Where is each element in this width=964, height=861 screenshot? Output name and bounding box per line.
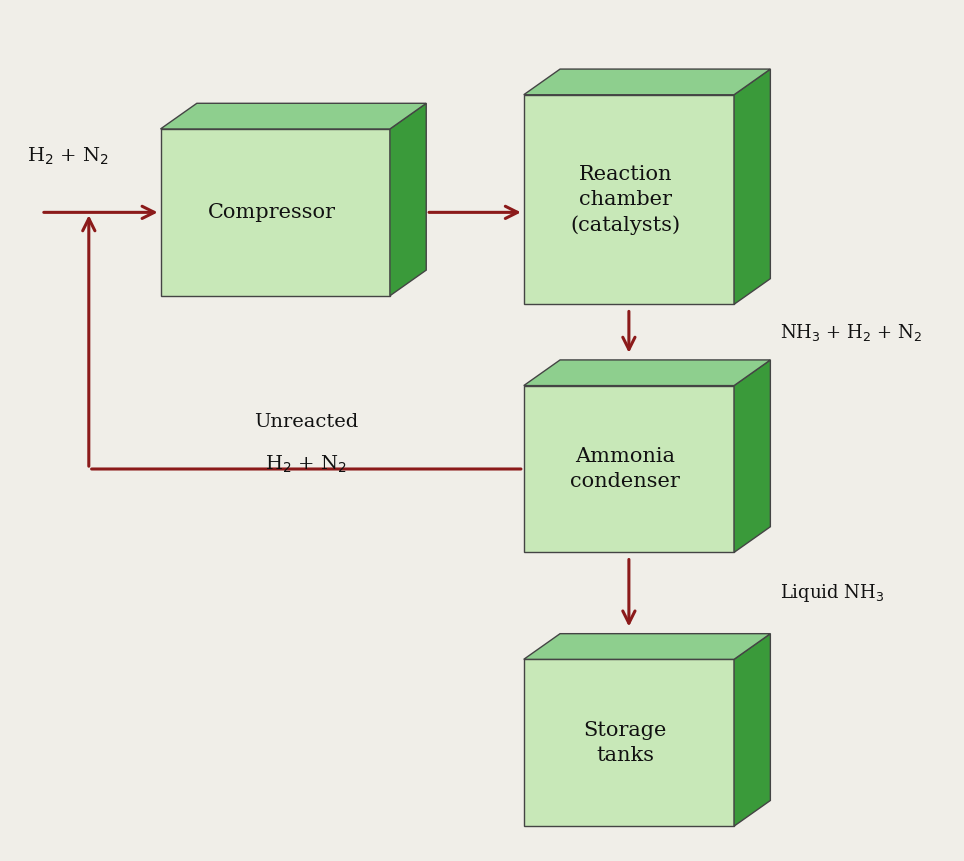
- Bar: [160, 129, 389, 296]
- Polygon shape: [734, 69, 770, 304]
- Text: Ammonia
condenser: Ammonia condenser: [571, 447, 681, 491]
- Bar: [523, 660, 734, 827]
- Text: Reaction
chamber
(catalysts): Reaction chamber (catalysts): [570, 164, 681, 234]
- Polygon shape: [389, 103, 426, 296]
- Polygon shape: [160, 103, 426, 129]
- Polygon shape: [523, 360, 770, 386]
- Polygon shape: [523, 69, 770, 95]
- Text: Storage
tanks: Storage tanks: [583, 721, 667, 765]
- Polygon shape: [523, 634, 770, 660]
- Text: Compressor: Compressor: [207, 203, 335, 222]
- Polygon shape: [734, 634, 770, 827]
- Text: NH$_3$ + H$_2$ + N$_2$: NH$_3$ + H$_2$ + N$_2$: [780, 322, 923, 343]
- Polygon shape: [734, 360, 770, 553]
- Text: Liquid NH$_3$: Liquid NH$_3$: [780, 582, 884, 604]
- Text: H$_2$ + N$_2$: H$_2$ + N$_2$: [265, 454, 347, 475]
- Text: H$_2$ + N$_2$: H$_2$ + N$_2$: [27, 146, 108, 167]
- Bar: [523, 95, 734, 304]
- Bar: [523, 386, 734, 553]
- Text: Unreacted: Unreacted: [254, 413, 359, 431]
